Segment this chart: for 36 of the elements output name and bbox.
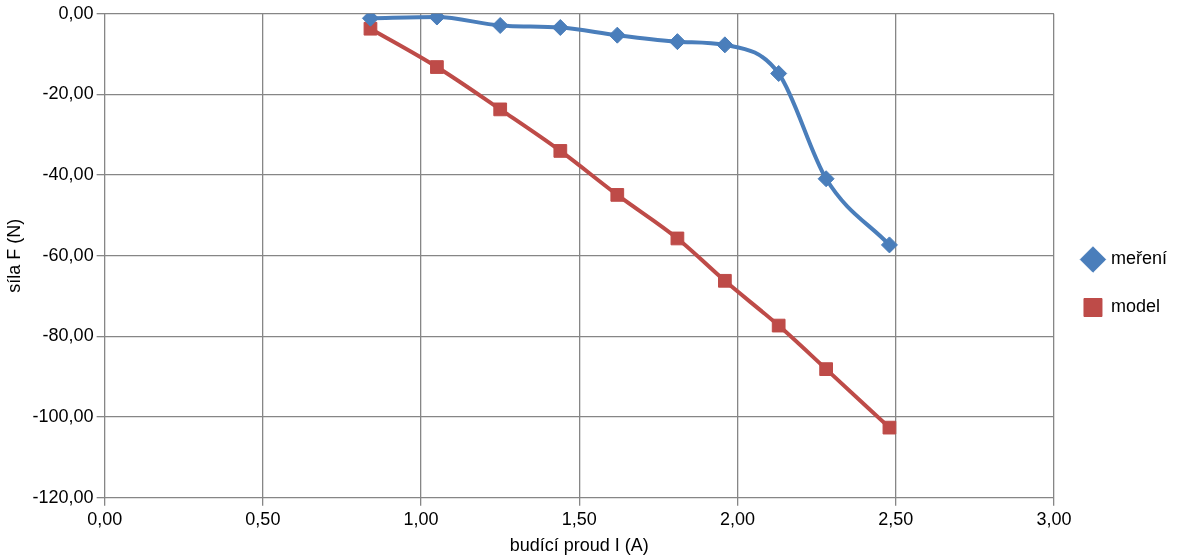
point [770,64,788,82]
y-tick-label: 0,00 [58,2,94,23]
x-tick-label: 2,50 [878,508,914,529]
y-tick-label: -80,00 [42,325,94,346]
point [361,13,379,27]
x-axis-title: budící proud I (A) [509,535,649,556]
point [880,236,898,254]
point [718,273,732,288]
x-tick-label: 1,00 [403,508,439,529]
y-tick-label: -100,00 [32,406,94,427]
y-tick-label: -120,00 [32,486,94,507]
point [553,144,568,158]
x-tick-label: 2,00 [720,508,756,529]
y-tick-label: -40,00 [42,164,94,185]
point [670,231,685,246]
y-tick-label: -60,00 [42,244,94,265]
x-tick-label: 0,50 [245,508,281,529]
y-axis-title: síla F (N) [3,218,24,293]
legend-label: meření [1110,248,1168,269]
point [716,36,734,54]
point [882,420,897,435]
point [430,60,444,74]
point [817,170,835,188]
point [493,102,508,117]
x-tick-label: 3,00 [1036,508,1072,529]
point [491,17,509,34]
point [819,362,833,376]
point [551,19,569,37]
y-tick-label: -20,00 [42,83,94,104]
point [608,26,626,44]
x-tick-label: 1,50 [561,508,597,529]
point [668,33,686,51]
point [610,188,625,202]
x-tick-label: 0,00 [87,508,123,529]
point [771,318,786,333]
legend-label: model [1110,296,1161,317]
